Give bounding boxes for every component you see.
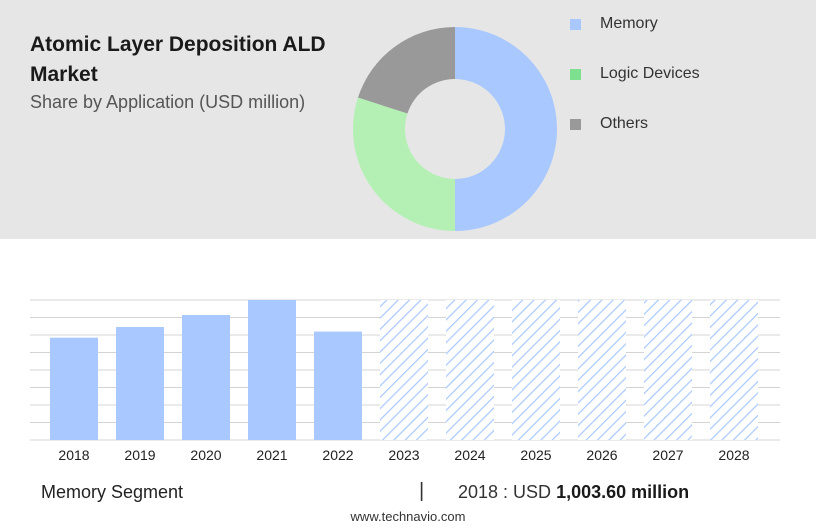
x-tick-label-2021: 2021 <box>256 447 287 463</box>
legend-label-logic-devices: Logic Devices <box>600 65 700 82</box>
forecast-bar-2028 <box>710 300 758 440</box>
legend-swatch-others <box>570 118 581 130</box>
x-tick-label-2027: 2027 <box>652 447 683 463</box>
legend-item-others: Others <box>570 112 700 136</box>
x-tick-label-2022: 2022 <box>322 447 353 463</box>
x-tick-label-2026: 2026 <box>586 447 617 463</box>
segment-label: Memory Segment <box>41 482 184 502</box>
bar-2018 <box>50 337 98 440</box>
forecast-bar-2023 <box>380 300 428 440</box>
donut-chart <box>352 27 557 231</box>
forecast-bar-2024 <box>446 300 494 440</box>
donut-legend: Memory Logic Devices Others <box>570 12 700 162</box>
x-tick-label-2019: 2019 <box>124 447 155 463</box>
segment-value: 2018 : USD 1,003.60 million <box>458 482 689 503</box>
legend-item-logic-devices: Logic Devices <box>570 62 700 86</box>
donut-slice-memory <box>455 27 557 231</box>
legend-label-others: Others <box>600 115 649 132</box>
bar-2020 <box>182 315 230 440</box>
x-tick-label-2023: 2023 <box>388 447 419 463</box>
legend-swatch-logic-devices <box>570 68 581 80</box>
segment-value-prefix: 2018 : USD <box>458 482 557 502</box>
forecast-bar-2027 <box>644 300 692 440</box>
x-tick-label-2020: 2020 <box>190 447 221 463</box>
donut-slice-others <box>357 27 455 114</box>
bar-2022 <box>314 331 362 440</box>
segment-value-amount: 1,003.60 million <box>556 482 690 502</box>
source-link[interactable]: www.technavio.com <box>350 509 466 524</box>
x-tick-label-2028: 2028 <box>718 447 749 463</box>
forecast-bar-2026 <box>578 300 626 440</box>
legend-label-memory: Memory <box>600 15 658 32</box>
forecast-bar-2025 <box>512 300 560 440</box>
bars <box>50 300 758 440</box>
summary-panel: Atomic Layer Deposition ALD Market Share… <box>0 0 816 239</box>
bar-2021 <box>248 300 296 440</box>
x-tick-label-2018: 2018 <box>58 447 89 463</box>
bar-chart: 2018 2019 2020 2021 2022 2023 2024 2025 2026 2027… <box>30 299 780 463</box>
x-tick-label-2024: 2024 <box>454 447 485 463</box>
footer-divider: | <box>419 480 425 502</box>
legend-item-memory: Memory <box>570 12 700 36</box>
bar-2019 <box>116 327 164 440</box>
chart-subtitle: Share by Application (USD million) <box>30 92 306 112</box>
legend-swatch-memory <box>570 18 581 30</box>
chart-title: Atomic Layer Deposition ALD Market <box>30 33 326 86</box>
x-axis-labels: 2018 2019 2020 2021 2022 2023 2024 2025 2026 2027… <box>58 447 749 463</box>
x-tick-label-2025: 2025 <box>520 447 551 463</box>
donut-slice-logic-devices <box>352 97 455 231</box>
